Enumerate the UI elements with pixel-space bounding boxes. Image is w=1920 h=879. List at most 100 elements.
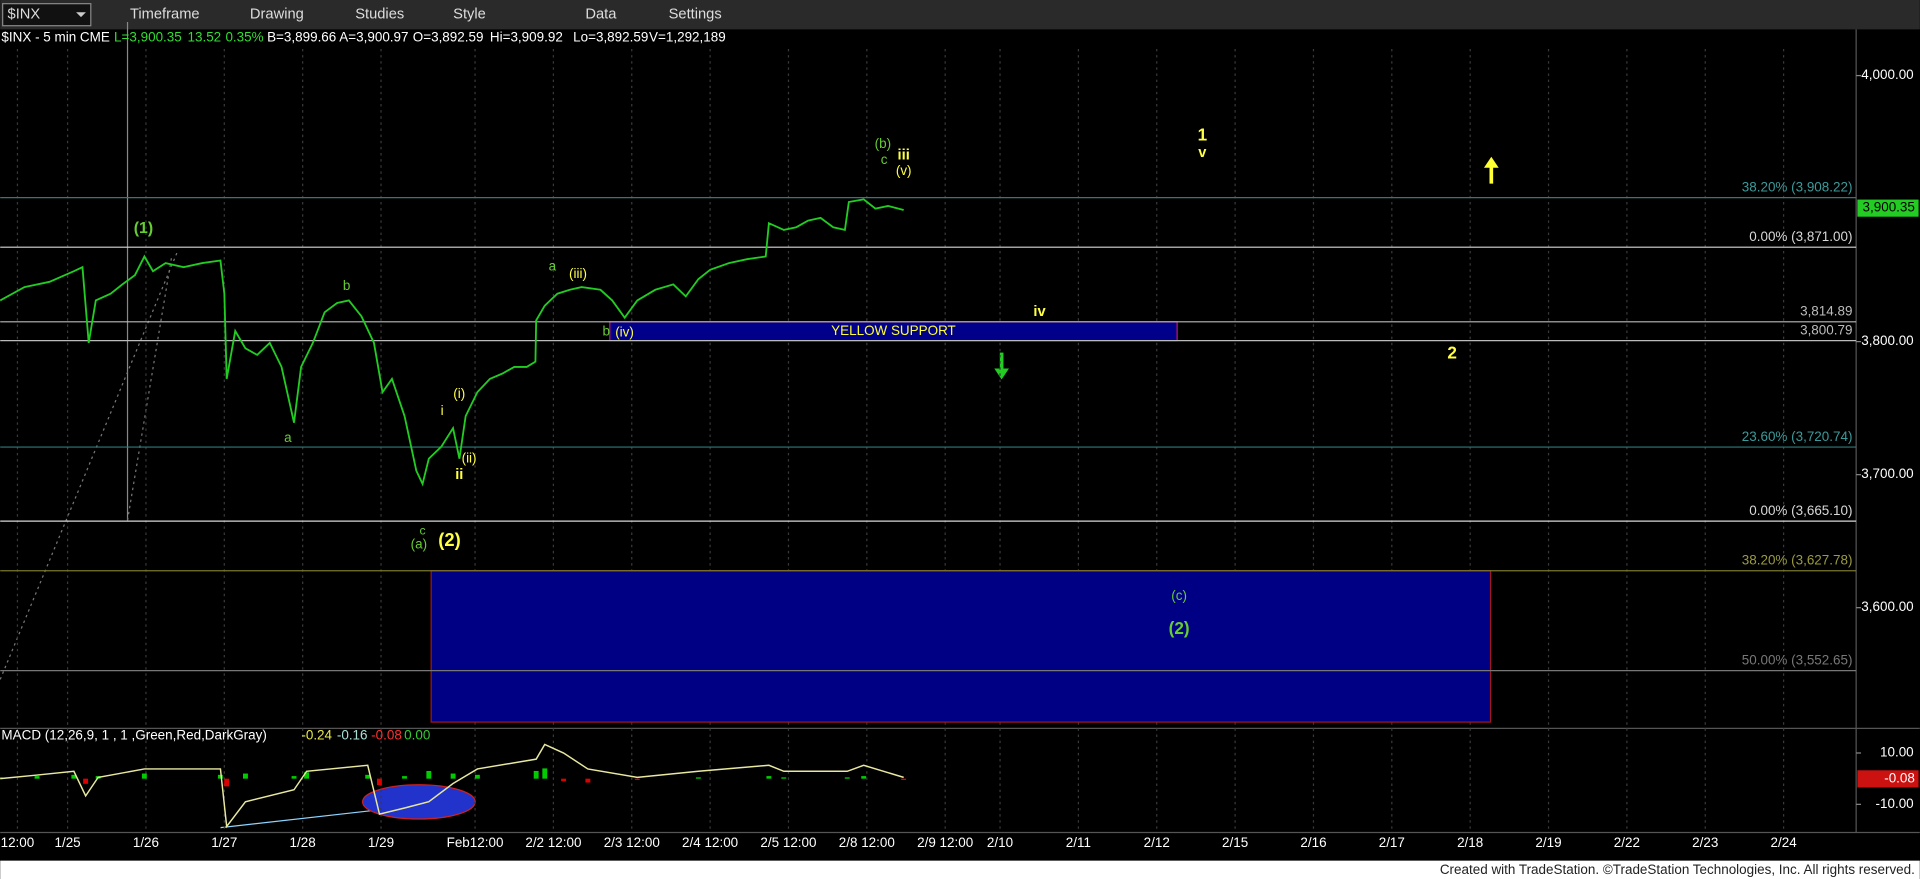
zone-label: YELLOW SUPPORT: [831, 323, 956, 338]
header-item: Hi=3,909.92: [490, 30, 563, 45]
wave-label: (i): [453, 386, 465, 401]
histogram-bar: [766, 776, 772, 779]
x-tick-label: 2/9 12:00: [917, 835, 973, 850]
histogram-bar: [377, 778, 382, 786]
histogram-bar: [71, 774, 77, 779]
macd-tag-label: -0.08: [1884, 770, 1915, 785]
x-tick-label: 2/19: [1535, 835, 1561, 850]
histogram-bar: [402, 776, 407, 779]
symbol-box[interactable]: [2, 3, 92, 27]
wave-label: a: [284, 430, 292, 445]
symbol[interactable]: $INX: [8, 7, 41, 23]
toolbar-item[interactable]: Settings: [669, 7, 722, 23]
wave-label: (ii): [462, 451, 477, 466]
toolbar-item[interactable]: Timeframe: [130, 7, 200, 23]
wave-label: (a): [411, 536, 427, 551]
wave-label: c: [881, 152, 888, 167]
trend-line: [126, 256, 173, 521]
level-label: 0.00% (3,665.10): [1749, 503, 1852, 518]
histogram-bar: [474, 774, 480, 779]
x-tick-label: 2/15: [1222, 835, 1248, 850]
histogram-bar: [291, 776, 297, 779]
x-tick-label: 2/3 12:00: [604, 835, 660, 850]
histogram-bar: [426, 770, 432, 779]
wave-label: (c): [1171, 588, 1187, 603]
wave-label: a: [549, 258, 557, 273]
wave-label: 1: [1198, 124, 1208, 144]
x-tick-label: 2/4 12:00: [682, 835, 738, 850]
level-label: 3,814.89: [1800, 304, 1852, 319]
y-tick-label: -10.00: [1876, 796, 1914, 811]
x-tick-label: 2/2 12:00: [525, 835, 581, 850]
macd-readout: 0.00: [404, 727, 430, 742]
level-label: 50.00% (3,552.65): [1742, 652, 1853, 667]
wave-label: (b): [875, 136, 891, 151]
histogram-bar: [542, 768, 548, 779]
histogram-bar: [217, 774, 223, 779]
x-tick-label: 1/26: [133, 835, 159, 850]
macd-title: MACD (12,26,9, 1 , 1 ,Green,Red,DarkGray…: [1, 727, 266, 742]
histogram-bar: [243, 773, 248, 779]
zone: [430, 570, 1492, 723]
header-item: O=3,892.59: [413, 30, 484, 45]
histogram-bar: [861, 776, 867, 779]
x-tick-label: Feb12:00: [447, 835, 504, 850]
y-tick-label: 10.00: [1880, 745, 1914, 760]
macd-readout: -0.16: [337, 727, 368, 742]
wave-label: (2): [438, 529, 460, 550]
wave-label: 2: [1447, 342, 1457, 362]
x-tick-label: 2/11: [1066, 835, 1091, 850]
up-arrow: [1483, 156, 1499, 184]
histogram-bar: [533, 770, 539, 779]
divergence-line: [220, 809, 374, 829]
histogram-bar: [34, 776, 40, 779]
x-tick-label: 2/17: [1379, 835, 1405, 850]
wave-label: i: [441, 403, 444, 418]
x-tick-label: 1/28: [290, 835, 316, 850]
histogram-bar: [304, 772, 310, 779]
x-tick-label: 2/8 12:00: [839, 835, 895, 850]
x-tick-label: 2/12: [1144, 835, 1170, 850]
header-item: A=3,900.97: [339, 30, 408, 45]
histogram-bar: [585, 778, 591, 783]
level-label: 0.00% (3,871.00): [1749, 229, 1852, 244]
toolbar-item[interactable]: Data: [585, 7, 617, 23]
histogram-bar: [141, 773, 147, 779]
macd-readout: -0.24: [301, 727, 332, 742]
histogram-bar: [450, 773, 456, 779]
toolbar-item[interactable]: Drawing: [250, 7, 304, 23]
toolbar-item[interactable]: Style: [453, 7, 486, 23]
wave-label: (1): [134, 220, 153, 237]
header-item: V=1,292,189: [649, 30, 726, 45]
price-line: [0, 198, 904, 487]
y-tick-label: 3,700.00: [1861, 466, 1913, 481]
wave-label: iii: [898, 147, 910, 163]
x-tick-label: 2/16: [1300, 835, 1326, 850]
histogram-bar: [365, 774, 371, 779]
wave-label: (v): [896, 163, 912, 178]
x-tick-label: 2/23: [1692, 835, 1718, 850]
header-item: 0.35%: [225, 30, 263, 45]
toolbar-item[interactable]: Studies: [355, 7, 404, 23]
wave-label: iv: [1033, 304, 1046, 320]
wave-label: ii: [455, 467, 463, 483]
header-item: B=3,899.66: [267, 30, 336, 45]
wave-label: b: [602, 323, 609, 338]
x-tick-label: 1/27: [211, 835, 237, 850]
x-tick-label: 12:00: [1, 835, 35, 850]
histogram-bar: [83, 778, 89, 784]
macd-line: [0, 743, 904, 829]
down-arrow: [994, 352, 1009, 380]
header-item: $INX - 5 min CME: [1, 30, 109, 45]
y-tick-label: 4,000.00: [1861, 67, 1913, 82]
header-item: 13.52: [188, 30, 222, 45]
wave-label: (2): [1169, 618, 1190, 638]
dropdown: [76, 12, 86, 18]
y-tick-label: 3,600.00: [1861, 599, 1913, 614]
header-item: Lo=3,892.59: [573, 30, 648, 45]
histogram-bar: [695, 777, 701, 779]
histogram-bar: [224, 778, 230, 787]
